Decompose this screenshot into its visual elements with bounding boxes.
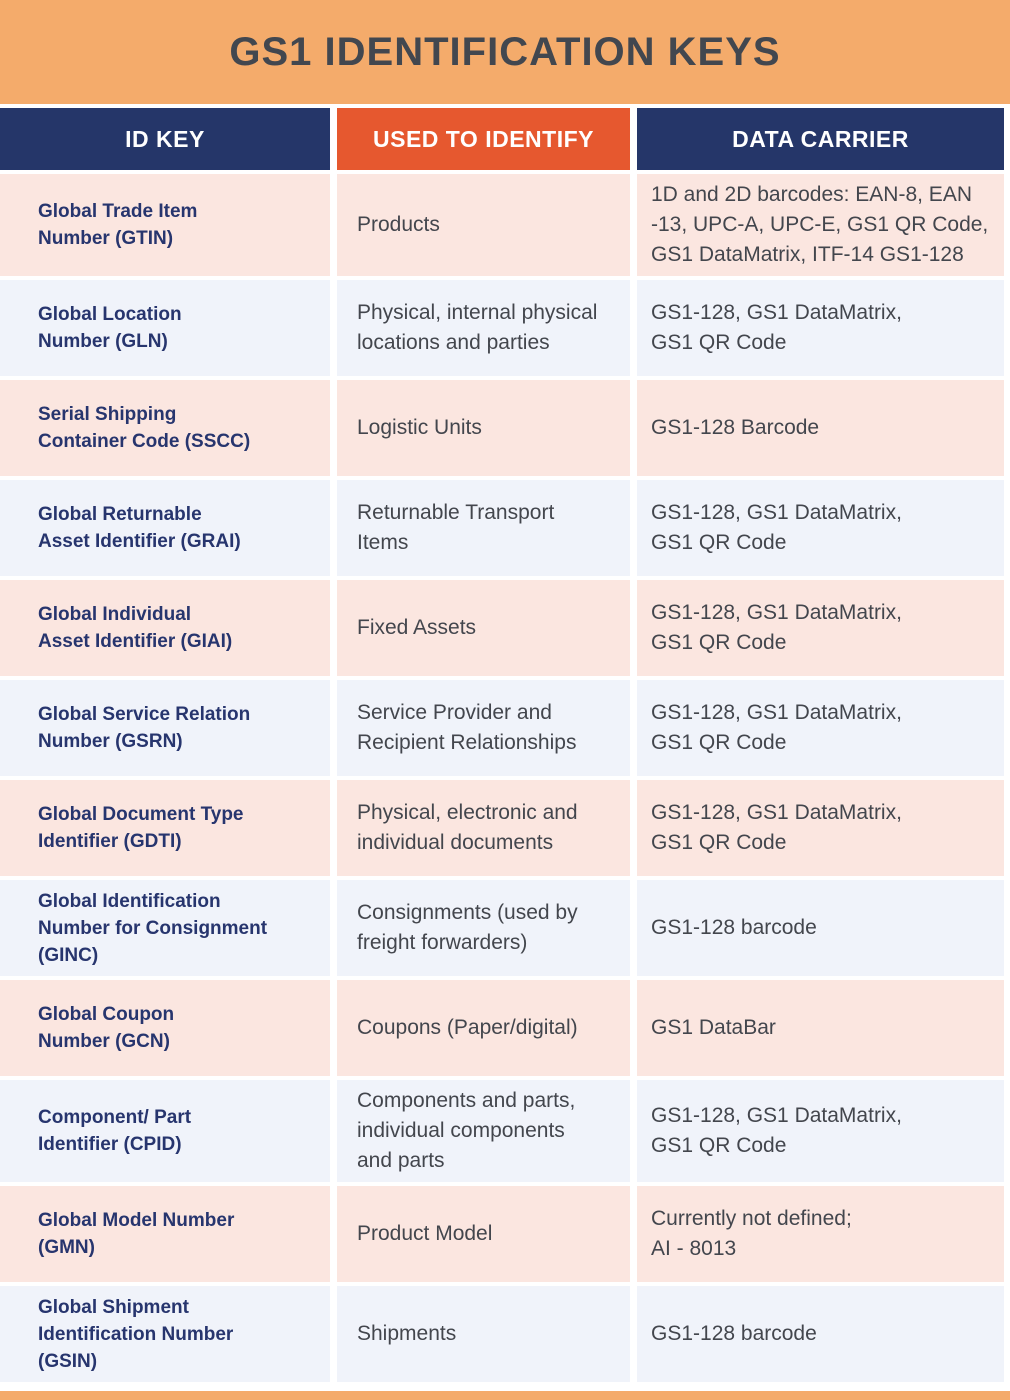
id-key-ginc: Global Identification Number for Consign… xyxy=(0,880,330,976)
column-header-used-to-identify: USED TO IDENTIFY xyxy=(337,108,630,170)
id-key-gmn: Global Model Number (GMN) xyxy=(0,1186,330,1282)
footer-accent-bar xyxy=(0,1391,1010,1400)
used-to-identify-gln: Physical, internal physical locations an… xyxy=(337,280,630,376)
id-key-gsin: Global Shipment Identification Number (G… xyxy=(0,1286,330,1382)
id-key-grai: Global Returnable Asset Identifier (GRAI… xyxy=(0,480,330,576)
data-carrier-gcn: GS1 DataBar xyxy=(637,980,1004,1076)
data-carrier-gtin: 1D and 2D barcodes: EAN-8, EAN -13, UPC-… xyxy=(637,174,1004,276)
used-to-identify-gsrn: Service Provider and Recipient Relations… xyxy=(337,680,630,776)
title-banner: GS1 IDENTIFICATION KEYS xyxy=(0,0,1010,104)
used-to-identify-gsin: Shipments xyxy=(337,1286,630,1382)
data-carrier-gsrn: GS1-128, GS1 DataMatrix, GS1 QR Code xyxy=(637,680,1004,776)
used-to-identify-giai: Fixed Assets xyxy=(337,580,630,676)
used-to-identify-gtin: Products xyxy=(337,174,630,276)
data-carrier-ginc: GS1-128 barcode xyxy=(637,880,1004,976)
data-carrier-grai: GS1-128, GS1 DataMatrix, GS1 QR Code xyxy=(637,480,1004,576)
used-to-identify-ginc: Consignments (used by freight forwarders… xyxy=(337,880,630,976)
used-to-identify-sscc: Logistic Units xyxy=(337,380,630,476)
id-key-gcn: Global Coupon Number (GCN) xyxy=(0,980,330,1076)
column-header-id-key: ID KEY xyxy=(0,108,330,170)
data-carrier-gln: GS1-128, GS1 DataMatrix, GS1 QR Code xyxy=(637,280,1004,376)
id-key-gdti: Global Document Type Identifier (GDTI) xyxy=(0,780,330,876)
id-key-gtin: Global Trade Item Number (GTIN) xyxy=(0,174,330,276)
used-to-identify-gcn: Coupons (Paper/digital) xyxy=(337,980,630,1076)
id-key-gsrn: Global Service Relation Number (GSRN) xyxy=(0,680,330,776)
used-to-identify-cpid: Components and parts, individual compone… xyxy=(337,1080,630,1182)
data-carrier-gsin: GS1-128 barcode xyxy=(637,1286,1004,1382)
column-header-data-carrier: DATA CARRIER xyxy=(637,108,1004,170)
id-key-gln: Global Location Number (GLN) xyxy=(0,280,330,376)
data-carrier-giai: GS1-128, GS1 DataMatrix, GS1 QR Code xyxy=(637,580,1004,676)
page-title: GS1 IDENTIFICATION KEYS xyxy=(229,29,781,74)
id-key-giai: Global Individual Asset Identifier (GIAI… xyxy=(0,580,330,676)
id-key-sscc: Serial Shipping Container Code (SSCC) xyxy=(0,380,330,476)
used-to-identify-gdti: Physical, electronic and individual docu… xyxy=(337,780,630,876)
data-carrier-gmn: Currently not defined; AI - 8013 xyxy=(637,1186,1004,1282)
used-to-identify-grai: Returnable Transport Items xyxy=(337,480,630,576)
used-to-identify-gmn: Product Model xyxy=(337,1186,630,1282)
data-carrier-cpid: GS1-128, GS1 DataMatrix, GS1 QR Code xyxy=(637,1080,1004,1182)
data-carrier-gdti: GS1-128, GS1 DataMatrix, GS1 QR Code xyxy=(637,780,1004,876)
gs1-keys-table: ID KEY USED TO IDENTIFY DATA CARRIER Glo… xyxy=(0,108,1004,1382)
id-key-cpid: Component/ Part Identifier (CPID) xyxy=(0,1080,330,1182)
data-carrier-sscc: GS1-128 Barcode xyxy=(637,380,1004,476)
